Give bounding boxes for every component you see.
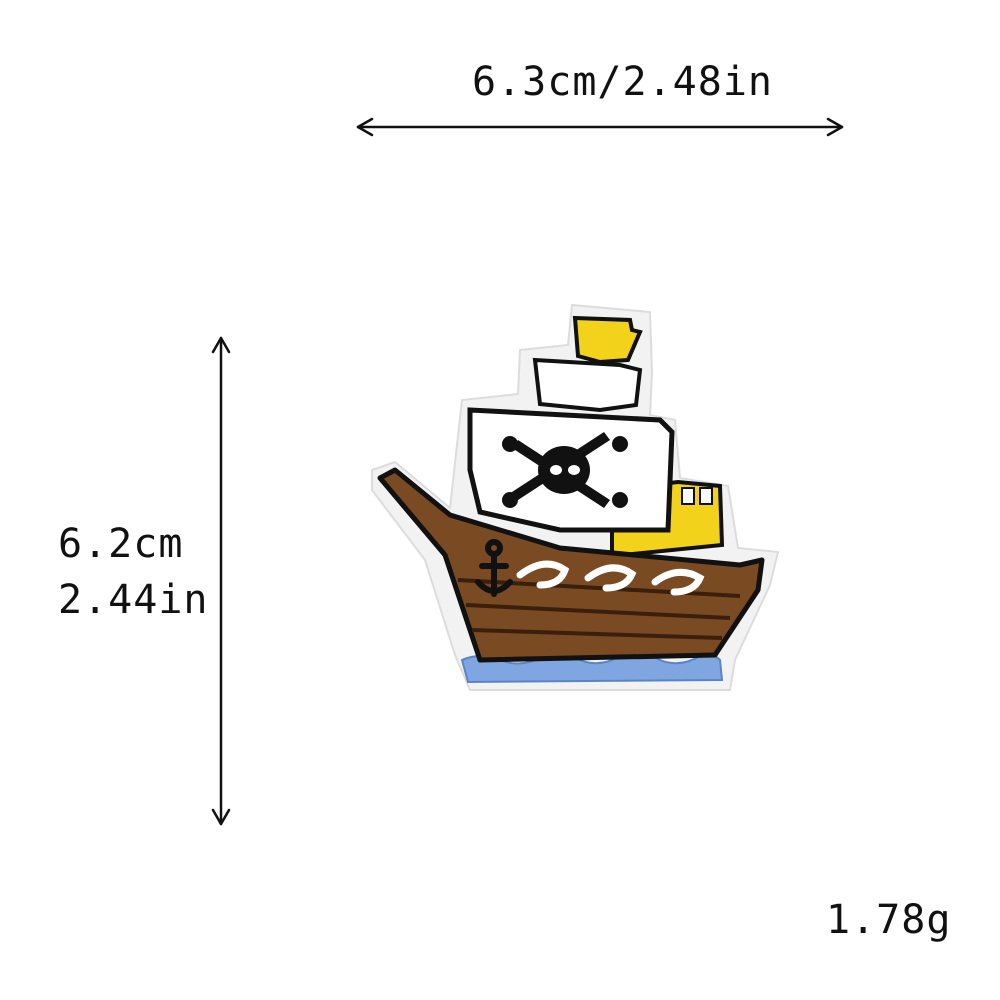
height-in-label: 2.44in: [58, 577, 209, 623]
ship-hull: [377, 467, 765, 663]
top-flag: [572, 315, 643, 365]
cabin-window: [681, 487, 695, 505]
hull-planks: [457, 578, 741, 640]
width-dimension-label: 6.3cm/2.48in: [472, 59, 773, 105]
width-arrow: [356, 117, 844, 137]
height-cm-label: 6.2cm: [58, 521, 184, 567]
skull-eye: [550, 465, 562, 475]
skull-crossbones-icon: [502, 432, 628, 508]
weight-label: 1.78g: [826, 897, 952, 943]
pirate-ship-patch-image: [371, 303, 780, 691]
cabin-window: [699, 487, 713, 505]
hull-swirls: [516, 560, 705, 596]
skull-eye: [568, 465, 580, 475]
top-sail: [532, 357, 643, 413]
height-arrow: [211, 336, 231, 826]
anchor-icon: [475, 539, 513, 597]
